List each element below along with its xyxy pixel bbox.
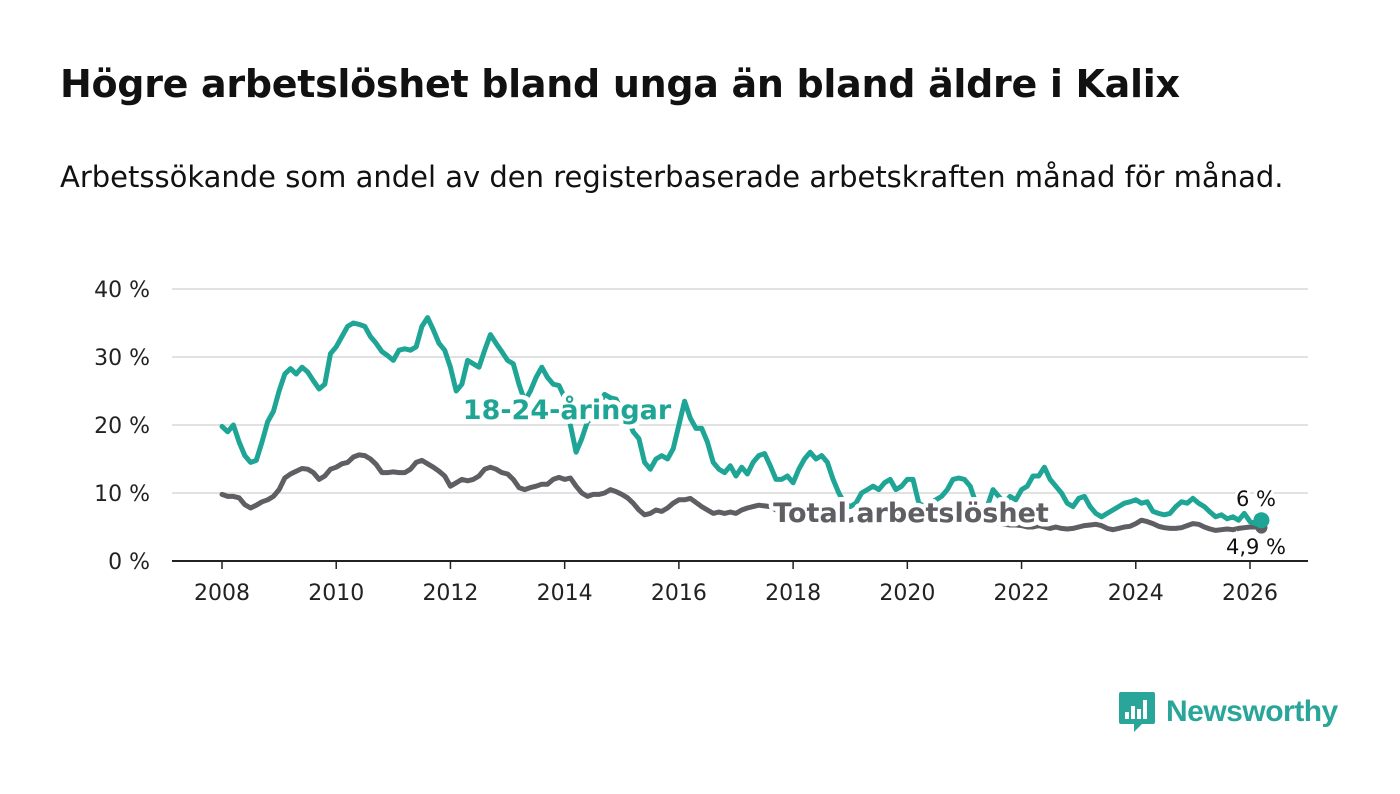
y-tick-label: 0 %: [108, 550, 150, 575]
end-label-youth: 6 %: [1236, 487, 1276, 511]
x-tick-label: 2010: [308, 581, 364, 606]
x-tick-label: 2012: [422, 581, 478, 606]
chart-title: Högre arbetslöshet bland unga än bland ä…: [60, 62, 1180, 106]
y-tick-label: 30 %: [94, 346, 150, 371]
x-axis: 2008 2010 2012 2014 2016 2018 2020 2022 2024 2026: [172, 560, 1308, 606]
series-line-total: [219, 452, 1264, 533]
series-label-total: Total arbetslöshet: [773, 498, 1049, 529]
end-label-total: 4,9 %: [1226, 535, 1286, 559]
series-line-youth: [219, 315, 1264, 527]
newsworthy-logo[interactable]: Newsworthy: [1118, 690, 1338, 734]
y-axis-tick-labels: 0 % 10 % 20 % 30 % 40 %: [94, 278, 150, 575]
x-tick-label: 2016: [651, 581, 707, 606]
series-end-point-youth: [1253, 512, 1270, 529]
series-labels: 18-24-åringar Total arbetslöshet 6 % 4,9 %: [458, 390, 1289, 563]
x-tick-label: 2014: [537, 581, 593, 606]
x-tick-label: 2024: [1108, 581, 1164, 606]
y-tick-label: 10 %: [94, 482, 150, 507]
newsworthy-chart-bubble-icon: [1119, 692, 1155, 732]
x-tick-label: 2018: [765, 581, 821, 606]
x-tick-label: 2020: [879, 581, 935, 606]
x-tick-label: 2026: [1222, 581, 1278, 606]
y-tick-label: 20 %: [94, 414, 150, 439]
gridlines: [172, 288, 1308, 494]
series-label-youth: 18-24-åringar: [463, 394, 672, 426]
chart-subtitle: Arbetssökande som andel av den registerb…: [60, 160, 1284, 194]
x-tick-label: 2022: [994, 581, 1050, 606]
y-tick-label: 40 %: [94, 278, 150, 303]
x-tick-label: 2008: [194, 581, 250, 606]
series-lines: [219, 315, 1270, 534]
brand-name: Newsworthy: [1166, 695, 1338, 728]
